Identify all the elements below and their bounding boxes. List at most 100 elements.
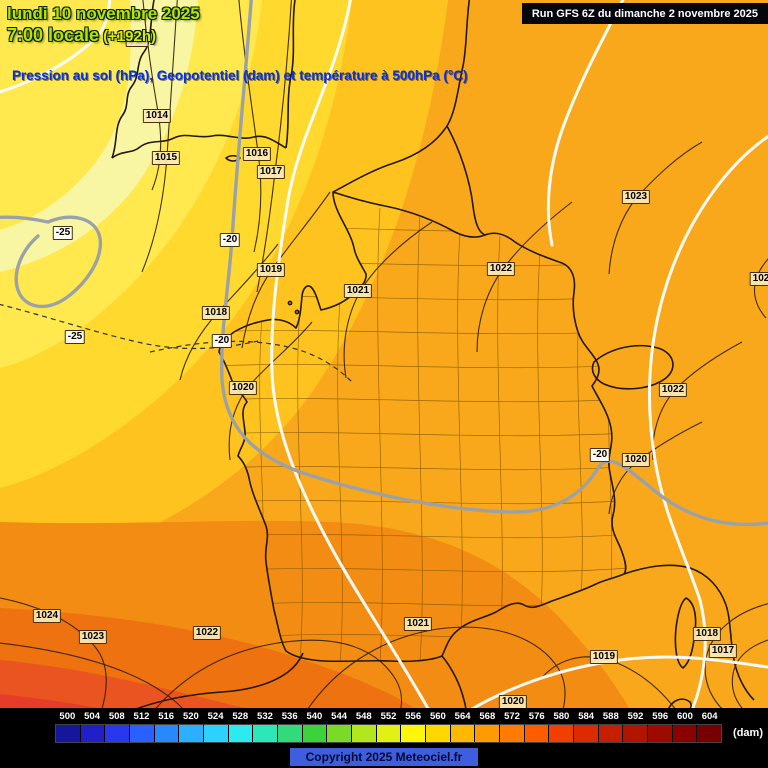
temperature-label: -20 <box>589 448 611 462</box>
scale-values-row: 500 504 508 512 516 520 524 528 532 536 540 544 548 5… <box>55 710 722 723</box>
scale-value: 512 <box>133 711 150 722</box>
run-info-bar: Run GFS 6Z du dimanche 2 novembre 2025 <box>521 3 768 24</box>
scale-value: 536 <box>281 711 298 722</box>
scale-value: 524 <box>207 711 224 722</box>
temperature-label: -20 <box>211 334 233 348</box>
scale-color-segment <box>475 725 501 742</box>
scale-color-segment <box>56 725 81 742</box>
pressure-label: 1015 <box>151 151 181 165</box>
scale-value: 588 <box>602 711 619 722</box>
copyright-link[interactable]: Copyright 2025 Meteociel.fr <box>289 748 479 766</box>
scale-value: 600 <box>677 711 693 722</box>
pressure-label: 1019 <box>589 650 619 664</box>
copyright-row: Copyright 2025 Meteociel.fr <box>0 746 768 768</box>
pressure-label: 1024 <box>32 609 62 623</box>
forecast-time-line: 7:00 locale (+192h) <box>7 25 200 46</box>
scale-color-segment <box>450 725 476 742</box>
pressure-label: 1020 <box>498 695 528 709</box>
pressure-label: 1022 <box>658 383 688 397</box>
scale-color-segment <box>80 725 106 742</box>
pressure-label: 1017 <box>708 644 738 658</box>
scale-color-segment <box>426 725 451 742</box>
temperature-contours <box>0 0 768 527</box>
scale-color-segment <box>130 725 155 742</box>
scale-color-segment <box>327 725 353 742</box>
pressure-label: 1019 <box>256 263 286 277</box>
forecast-offset: (+192h) <box>103 28 157 45</box>
map-labels-layer: 101 1014 1015 1016 1017 1019 1018 1020 1021 1022 1… <box>32 33 768 709</box>
temperature-label: -25 <box>52 226 74 240</box>
scale-value: 528 <box>232 711 249 722</box>
scale-value: 552 <box>380 711 397 722</box>
pressure-label: 1018 <box>201 306 231 320</box>
pressure-label: 1017 <box>256 165 286 179</box>
scale-color-segment <box>376 725 402 742</box>
scale-value: 592 <box>627 711 644 722</box>
scale-color-segment <box>524 725 550 742</box>
scale-color-segment <box>352 725 377 742</box>
scale-color-segment <box>204 725 229 742</box>
scale-color-segment <box>623 725 649 742</box>
scale-color-segment <box>278 725 303 742</box>
pressure-label: 1023 <box>78 630 108 644</box>
pressure-label: 101 <box>125 33 149 47</box>
scale-color-segment <box>697 725 722 742</box>
forecast-header: lundi 10 novembre 2025 7:00 locale (+192h… <box>7 4 200 46</box>
pressure-label: 1021 <box>343 284 373 298</box>
forecast-time: 7:00 locale <box>7 25 100 45</box>
pressure-label: 1023 <box>621 190 651 204</box>
scale-value: 556 <box>405 711 422 722</box>
scale-value: 568 <box>479 711 496 722</box>
temperature-label: -20 <box>219 233 241 247</box>
geopotential-contours <box>0 0 768 710</box>
scale-unit-label: (dam) <box>733 727 763 739</box>
temperature-label: -25 <box>64 330 86 344</box>
scale-value: 508 <box>108 711 125 722</box>
scale-color-segment <box>154 725 180 742</box>
pressure-label: 1016 <box>242 147 272 161</box>
color-bands <box>0 0 630 710</box>
scale-value: 540 <box>306 711 323 722</box>
footer-bar: 500 504 508 512 516 520 524 528 532 536 540 544 548 5… <box>0 708 768 768</box>
scale-color-segment <box>401 725 427 742</box>
scale-value: 532 <box>257 711 273 722</box>
scale-value: 604 <box>701 711 718 722</box>
pressure-label: 1020 <box>621 453 651 467</box>
scale-value: 548 <box>355 711 372 722</box>
scale-color-segment <box>648 725 673 742</box>
scale-value: 520 <box>182 711 199 722</box>
pressure-label: 102 <box>749 272 768 286</box>
scale-color-bar <box>55 724 722 743</box>
scale-value: 500 <box>59 711 76 722</box>
scale-color-segment <box>549 725 575 742</box>
scale-value: 576 <box>528 711 545 722</box>
scale-value: 572 <box>504 711 520 722</box>
scale-color-segment <box>105 725 131 742</box>
scale-color-segment <box>672 725 698 742</box>
scale-color-segment <box>253 725 279 742</box>
coastlines <box>111 0 755 710</box>
scale-value: 584 <box>578 711 595 722</box>
scale-value: 504 <box>84 711 100 722</box>
scale-color-segment <box>574 725 599 742</box>
scale-color-segment <box>302 725 328 742</box>
forecast-date: lundi 10 novembre 2025 <box>7 4 200 23</box>
run-info: Run GFS 6Z du dimanche 2 novembre 2025 <box>531 7 758 20</box>
scale-color-segment <box>179 725 205 742</box>
scale-value: 560 <box>429 711 446 722</box>
map-subtitle: Pression au sol (hPa), Geopotentiel (dam… <box>12 68 468 83</box>
scale-value: 516 <box>158 711 175 722</box>
scale-value: 564 <box>454 711 471 722</box>
pressure-label: 1020 <box>228 381 258 395</box>
scale-color-segment <box>598 725 624 742</box>
scale-color-segment <box>228 725 254 742</box>
scale-value: 580 <box>553 711 570 722</box>
pressure-label: 1022 <box>486 262 516 276</box>
pressure-label: 1022 <box>192 626 222 640</box>
pressure-label: 1018 <box>692 627 722 641</box>
scale-color-segment <box>500 725 525 742</box>
pressure-label: 1021 <box>403 617 433 631</box>
map-canvas <box>0 0 768 710</box>
pressure-label: 1014 <box>142 109 172 123</box>
